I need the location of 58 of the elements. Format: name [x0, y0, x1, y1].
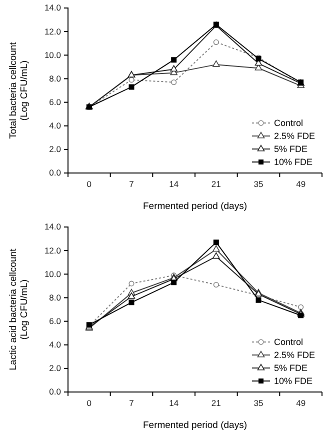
legend-label: 5% FDE	[274, 363, 308, 373]
y-tick-label: 6.0	[49, 97, 62, 108]
y-tick-label: 8.0	[49, 73, 62, 84]
point	[128, 292, 136, 299]
x-axis-title: Fermented period (days)	[142, 201, 248, 212]
point	[171, 57, 177, 63]
x-axis-title: Fermented period (days)	[142, 420, 248, 431]
x-tick-label: 49	[296, 398, 306, 408]
y-tick-label: 2.0	[49, 144, 62, 154]
x-tick-label: 14	[169, 398, 179, 408]
x-tick-label: 14	[169, 179, 179, 190]
point	[128, 280, 134, 286]
point	[213, 39, 219, 45]
point	[212, 252, 220, 259]
point	[128, 300, 134, 306]
point	[212, 245, 220, 252]
y-tick-label: 0.0	[49, 386, 62, 397]
x-tick-label: 7	[129, 179, 134, 190]
legend-label: 10% FDE	[274, 157, 313, 167]
point	[298, 312, 304, 318]
y-tick-label: 10.0	[44, 268, 62, 279]
point	[256, 297, 262, 303]
x-tick-label: 49	[296, 179, 306, 190]
legend-label: Control	[274, 337, 304, 347]
y-tick-label: 6.0	[49, 316, 62, 326]
y-tick-label: 14.0	[44, 222, 62, 232]
point	[298, 304, 304, 310]
point	[213, 240, 219, 246]
legend-label: 2.5% FDE	[274, 131, 316, 141]
y-axis-title: Total bacteria cellcount (Log CFU/mL)	[8, 42, 30, 139]
y-tick-label: 0.0	[49, 168, 62, 178]
x-tick-label: 0	[86, 398, 92, 408]
y-tick-label: 14.0	[44, 2, 62, 13]
x-tick-label: 21	[211, 398, 222, 408]
point	[213, 282, 219, 288]
y-axis-title: Lactic acid bacteria cellcount (Log CFU/mL)	[8, 248, 30, 370]
point	[171, 280, 177, 286]
point	[171, 79, 177, 86]
y-tick-label: 8.0	[49, 292, 62, 302]
x-tick-label: 35	[254, 179, 264, 190]
legend-label: Control	[274, 118, 304, 128]
point	[128, 84, 134, 90]
x-tick-label: 35	[254, 398, 264, 408]
x-tick-label: 0	[86, 179, 92, 190]
point	[128, 77, 134, 83]
x-tick-label: 21	[211, 179, 222, 190]
legend-label: 5% FDE	[274, 144, 308, 154]
legend-label: 10% FDE	[274, 376, 313, 386]
x-tick-label: 7	[129, 398, 134, 408]
y-tick-label: 12.0	[44, 26, 62, 36]
y-tick-label: 12.0	[44, 245, 62, 256]
y-tick-label: 2.0	[49, 363, 62, 374]
point	[212, 60, 220, 67]
y-tick-label: 4.0	[49, 120, 62, 131]
legend-label: 2.5% FDE	[274, 350, 316, 360]
y-tick-label: 10.0	[44, 50, 62, 60]
point	[170, 65, 178, 72]
y-tick-label: 4.0	[49, 340, 62, 350]
